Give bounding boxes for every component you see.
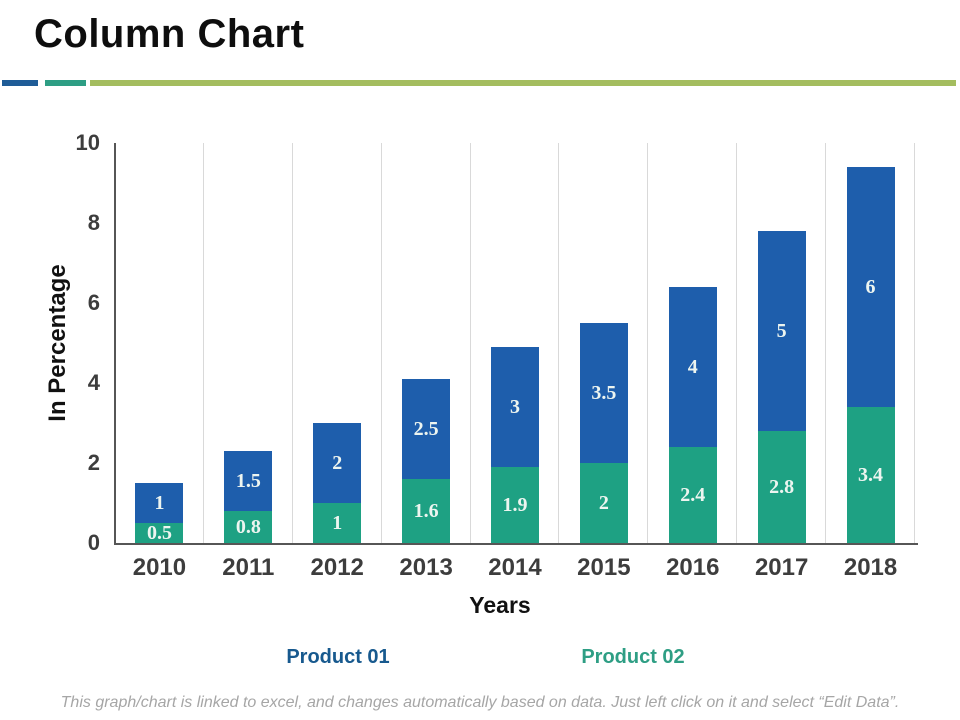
bar-value-label: 0.8 bbox=[235, 516, 261, 538]
bar-segment-product-02-2014[interactable]: 1.9 bbox=[491, 467, 539, 543]
plot-area[interactable]: 0.5 1 0.8 1.5 1 2 1.6 2.5 1.9 3 2 3.5 2.4 4 2.8 5 3.4 6 bbox=[115, 143, 915, 543]
x-category-label: 2018 bbox=[843, 554, 898, 581]
legend-item-product-02[interactable]: Product 02 bbox=[581, 646, 685, 668]
bar-value-label: 1 bbox=[154, 492, 165, 514]
bar-segment-product-02-2018[interactable]: 3.4 bbox=[846, 407, 895, 543]
gridline bbox=[647, 143, 649, 543]
x-category-label: 2010 bbox=[132, 554, 187, 581]
bar-segment-product-01-2011[interactable]: 1.5 bbox=[224, 451, 273, 511]
bar-value-label: 1.9 bbox=[502, 494, 528, 516]
gridline bbox=[202, 143, 204, 543]
gridline bbox=[558, 143, 560, 543]
bar-segment-product-01-2015[interactable]: 3.5 bbox=[579, 323, 628, 463]
bar-segment-product-02-2015[interactable]: 2 bbox=[579, 463, 628, 543]
bar-segment-product-02-2011[interactable]: 0.8 bbox=[224, 511, 273, 543]
gridline bbox=[825, 143, 827, 543]
x-category-label: 2015 bbox=[577, 554, 631, 581]
y-tick-label: 10 bbox=[75, 130, 100, 155]
x-category-label: 2013 bbox=[399, 554, 453, 581]
bar-value-label: 4 bbox=[687, 356, 698, 378]
gridline bbox=[380, 143, 382, 543]
title-rule-segment-olive bbox=[90, 80, 956, 86]
y-tick-label: 6 bbox=[87, 290, 100, 315]
title-rule-segment-blue bbox=[2, 80, 38, 86]
x-category-label: 2014 bbox=[488, 554, 542, 581]
bar-segment-product-01-2016[interactable]: 4 bbox=[668, 287, 717, 447]
bar-value-label: 3.5 bbox=[591, 382, 617, 404]
bar-value-label: 6 bbox=[865, 276, 876, 298]
bar-segment-product-01-2012[interactable]: 2 bbox=[313, 423, 362, 503]
bar-segment-product-01-2017[interactable]: 5 bbox=[757, 231, 806, 431]
y-tick-label: 0 bbox=[87, 530, 100, 555]
x-category-label: 2016 bbox=[666, 554, 720, 581]
bar-value-label: 5 bbox=[776, 320, 787, 342]
bar-value-label: 1 bbox=[332, 512, 343, 534]
legend-item-product-01[interactable]: Product 01 bbox=[286, 646, 390, 668]
y-tick-label: 2 bbox=[87, 450, 100, 475]
bar-value-label: 2 bbox=[598, 492, 609, 514]
y-tick-label: 4 bbox=[87, 370, 100, 395]
bar-value-label: 1.5 bbox=[235, 470, 261, 492]
y-axis-title: In Percentage bbox=[44, 264, 71, 422]
bar-segment-product-01-2013[interactable]: 2.5 bbox=[402, 379, 451, 479]
bar-value-label: 2.8 bbox=[769, 476, 795, 498]
bar-segment-product-02-2010[interactable]: 0.5 bbox=[135, 522, 184, 544]
bar-value-label: 3 bbox=[510, 396, 520, 418]
x-category-label: 2012 bbox=[310, 554, 364, 581]
footer-note: This graph/chart is linked to excel, and… bbox=[60, 694, 900, 711]
bar-segment-product-02-2013[interactable]: 1.6 bbox=[402, 479, 451, 543]
gridline bbox=[914, 143, 915, 543]
gridline bbox=[291, 143, 293, 543]
x-category-label: 2017 bbox=[754, 554, 809, 581]
bar-segment-product-01-2010[interactable]: 1 bbox=[135, 483, 184, 523]
bar-segment-product-01-2014[interactable]: 3 bbox=[491, 347, 539, 467]
bar-segment-product-02-2017[interactable]: 2.8 bbox=[757, 431, 806, 543]
x-axis-line bbox=[114, 543, 918, 545]
bar-segment-product-01-2018[interactable]: 6 bbox=[846, 167, 895, 407]
bar-segment-product-02-2012[interactable]: 1 bbox=[313, 503, 362, 543]
bar-value-label: 2.5 bbox=[413, 418, 439, 440]
bar-value-label: 2 bbox=[332, 452, 343, 474]
y-axis-line bbox=[114, 143, 116, 545]
bar-value-label: 0.5 bbox=[146, 522, 172, 544]
gridline bbox=[469, 143, 471, 543]
y-tick-label: 8 bbox=[87, 210, 100, 235]
bar-segment-product-02-2016[interactable]: 2.4 bbox=[668, 447, 717, 543]
slide-title: Column Chart bbox=[34, 12, 305, 56]
gridline bbox=[736, 143, 738, 543]
x-axis-title: Years bbox=[469, 592, 531, 618]
bar-value-label: 3.4 bbox=[858, 464, 884, 486]
bar-value-label: 2.4 bbox=[680, 484, 706, 506]
bar-value-label: 1.6 bbox=[413, 500, 439, 522]
x-category-label: 2011 bbox=[222, 554, 275, 581]
title-rule-segment-teal bbox=[45, 80, 86, 86]
